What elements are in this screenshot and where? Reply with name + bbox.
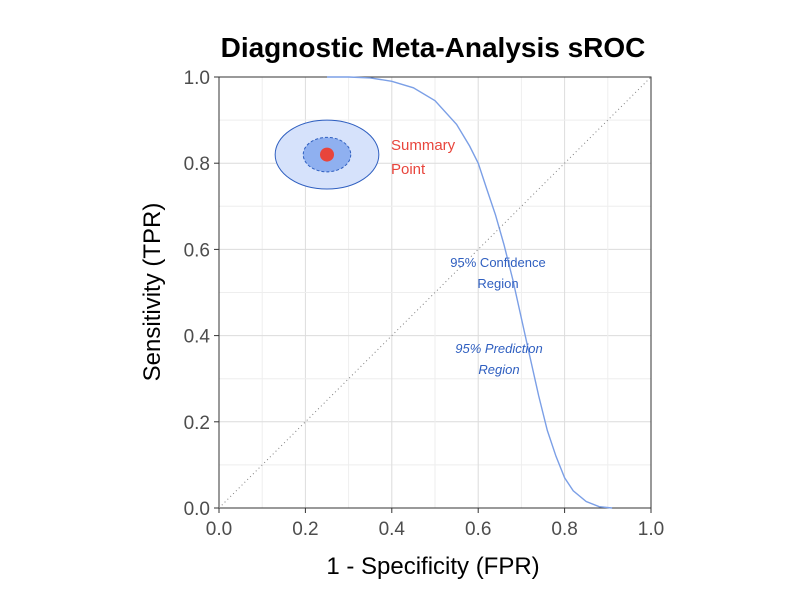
x-tick-label: 0.8 [551,519,577,540]
y-axis-title: Sensitivity (TPR) [139,203,166,382]
confidence-annotation-line1: 95% Confidence [450,255,545,270]
summary-annotation-line2: Point [391,161,426,178]
sroc-curve [327,76,613,509]
y-tick-label: 0.4 [184,327,211,348]
y-tick-label: 1.0 [184,68,210,89]
prediction-annotation-line2: Region [478,362,519,377]
y-tick-label: 0.8 [184,154,210,175]
x-tick-label: 0.0 [206,519,232,540]
x-tick-label: 0.6 [465,519,491,540]
x-tick-label: 1.0 [638,519,664,540]
y-tick-label: 0.2 [184,413,210,434]
x-tick-label: 0.4 [379,519,406,540]
y-tick-label: 0.6 [184,240,210,261]
summary-annotation-line1: Summary [391,137,456,154]
plot-frame [218,76,652,509]
summary-point-marker [320,147,334,162]
prediction-annotation-line1: 95% Prediction [455,341,542,356]
x-axis-title: 1 - Specificity (FPR) [326,553,539,580]
tick-layer: 0.0 0.2 0.4 0.6 0.8 1.0 0.0 0.2 0.4 0.6 0.8 1.0 [184,68,665,540]
chart-title: Diagnostic Meta-Analysis sROC [221,32,646,63]
diagonal-reference-line [218,76,652,509]
y-tick-label: 0.0 [184,499,210,520]
line-layer [218,76,652,509]
x-tick-label: 0.2 [292,519,318,540]
confidence-annotation-line2: Region [477,276,518,291]
